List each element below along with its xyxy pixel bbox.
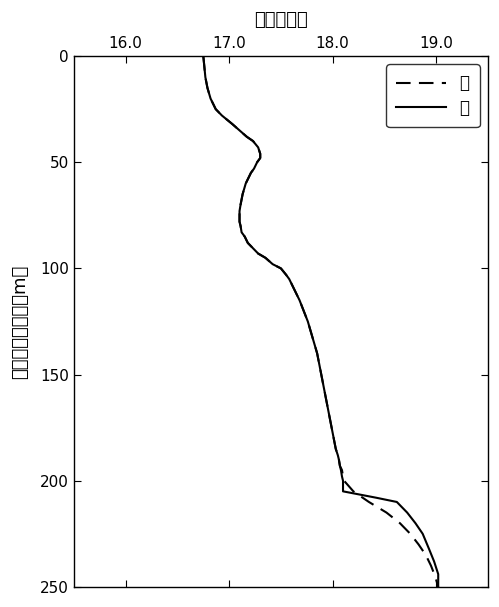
夏	[200, 52, 206, 59]
夏	[254, 158, 260, 166]
夏	[251, 165, 257, 172]
冬	[238, 201, 244, 208]
冬	[245, 175, 251, 183]
夏	[301, 307, 307, 314]
夏	[428, 562, 434, 569]
X-axis label: 温度（度）: 温度（度）	[254, 11, 308, 29]
冬	[301, 307, 307, 314]
夏	[384, 509, 390, 516]
Legend: 夏, 冬: 夏, 冬	[386, 64, 480, 127]
Line: 冬: 冬	[203, 56, 438, 587]
夏	[305, 318, 311, 325]
冬	[340, 481, 346, 489]
Y-axis label: 地表からの深度（m）: 地表からの深度（m）	[11, 265, 29, 379]
冬	[200, 52, 206, 59]
冬	[435, 583, 441, 591]
Line: 夏: 夏	[203, 56, 438, 587]
冬	[251, 165, 257, 172]
冬	[340, 477, 346, 484]
夏	[435, 583, 441, 591]
